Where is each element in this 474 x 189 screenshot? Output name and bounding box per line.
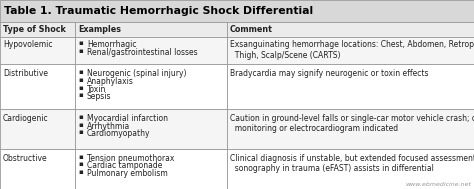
Bar [75, 22, 227, 37]
Text: ▪: ▪ [78, 40, 83, 46]
Text: ▪: ▪ [78, 129, 83, 135]
Text: Distributive: Distributive [3, 69, 48, 78]
Bar [0, 149, 75, 189]
Text: ▪: ▪ [78, 69, 83, 75]
Text: ▪: ▪ [78, 77, 83, 83]
Bar [75, 37, 227, 64]
Text: Anaphylaxis: Anaphylaxis [87, 77, 134, 86]
Bar [227, 22, 474, 37]
Text: Tension pneumothorax: Tension pneumothorax [87, 154, 174, 163]
Bar [75, 64, 227, 109]
Text: ▪: ▪ [78, 122, 83, 128]
Bar [227, 37, 474, 64]
Text: Renal/gastrointestinal losses: Renal/gastrointestinal losses [87, 48, 198, 57]
Text: Myocardial infarction: Myocardial infarction [87, 114, 168, 123]
Bar [227, 149, 474, 189]
Text: Caution in ground-level falls or single-car motor vehicle crash; cardiac
  monit: Caution in ground-level falls or single-… [230, 114, 474, 133]
Bar [0, 22, 75, 37]
Text: Examples: Examples [78, 25, 121, 34]
Text: Hemorrhagic: Hemorrhagic [87, 40, 137, 49]
Bar [75, 109, 227, 149]
Text: Table 1. Traumatic Hemorrhagic Shock Differential: Table 1. Traumatic Hemorrhagic Shock Dif… [4, 6, 313, 16]
Text: Pulmonary embolism: Pulmonary embolism [87, 169, 168, 178]
Text: Cardiomyopathy: Cardiomyopathy [87, 129, 151, 138]
Text: Clinical diagnosis if unstable, but extended focused assessment with
  sonograph: Clinical diagnosis if unstable, but exte… [230, 154, 474, 173]
Text: ▪: ▪ [78, 92, 83, 98]
Text: Cardiogenic: Cardiogenic [3, 114, 49, 123]
Text: ▪: ▪ [78, 169, 83, 175]
Bar [0, 109, 75, 149]
Text: Sepsis: Sepsis [87, 92, 111, 101]
Text: ▪: ▪ [78, 161, 83, 167]
Text: Cardiac tamponade: Cardiac tamponade [87, 161, 163, 170]
Text: Comment: Comment [230, 25, 273, 34]
Bar [227, 109, 474, 149]
Text: ▪: ▪ [78, 154, 83, 160]
Bar [0, 0, 474, 22]
Text: Toxin: Toxin [87, 84, 106, 94]
Text: Type of Shock: Type of Shock [3, 25, 66, 34]
Bar [75, 149, 227, 189]
Text: Neurogenic (spinal injury): Neurogenic (spinal injury) [87, 69, 186, 78]
Text: Obstructive: Obstructive [3, 154, 47, 163]
Text: ▪: ▪ [78, 84, 83, 91]
Bar [0, 64, 75, 109]
Text: ▪: ▪ [78, 114, 83, 120]
Text: Arrhythmia: Arrhythmia [87, 122, 130, 131]
Text: Exsanguinating hemorrhage locations: Chest, Abdomen, Retroperitoneum,
  Thigh, S: Exsanguinating hemorrhage locations: Che… [230, 40, 474, 60]
Bar [0, 37, 75, 64]
Bar [227, 64, 474, 109]
Text: Hypovolemic: Hypovolemic [3, 40, 53, 49]
Text: Bradycardia may signify neurogenic or toxin effects: Bradycardia may signify neurogenic or to… [230, 69, 428, 78]
Text: www.ebmedicine.net: www.ebmedicine.net [405, 182, 471, 187]
Text: ▪: ▪ [78, 48, 83, 54]
